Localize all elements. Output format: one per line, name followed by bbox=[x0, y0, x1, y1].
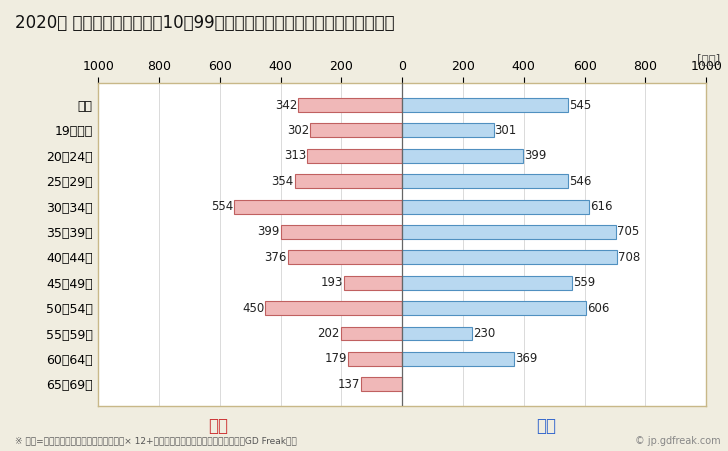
Bar bbox=[403, 225, 617, 239]
Text: 179: 179 bbox=[325, 352, 347, 365]
Bar bbox=[266, 301, 403, 315]
Text: 545: 545 bbox=[569, 99, 591, 111]
Text: 546: 546 bbox=[569, 175, 591, 188]
Bar bbox=[403, 149, 523, 163]
Text: ※ 年収=「きまって支給する現金給与額」× 12+「年間賞与その他特別給与額」としてGD Freak推計: ※ 年収=「きまって支給する現金給与額」× 12+「年間賞与その他特別給与額」と… bbox=[15, 437, 296, 446]
Text: 301: 301 bbox=[494, 124, 517, 137]
Text: 女性: 女性 bbox=[208, 417, 229, 435]
Text: 369: 369 bbox=[515, 352, 538, 365]
Text: 399: 399 bbox=[524, 149, 547, 162]
Text: 302: 302 bbox=[288, 124, 309, 137]
Text: 399: 399 bbox=[258, 226, 280, 239]
Text: [万円]: [万円] bbox=[697, 54, 721, 67]
Bar bbox=[403, 98, 568, 112]
Bar bbox=[403, 250, 617, 264]
Bar bbox=[403, 124, 494, 138]
Bar bbox=[341, 327, 403, 341]
Text: 313: 313 bbox=[284, 149, 306, 162]
Bar bbox=[307, 149, 403, 163]
Bar bbox=[403, 301, 587, 315]
Bar bbox=[234, 200, 403, 214]
Text: 342: 342 bbox=[275, 99, 297, 111]
Text: 606: 606 bbox=[587, 302, 609, 315]
Bar bbox=[403, 327, 472, 341]
Bar bbox=[360, 377, 403, 391]
Text: 376: 376 bbox=[265, 251, 287, 264]
Text: 230: 230 bbox=[473, 327, 495, 340]
Bar bbox=[281, 225, 403, 239]
Bar bbox=[403, 200, 590, 214]
Text: 2020年 民間企業（従業者数10〜99人）フルタイム労働者の男女別平均年収: 2020年 民間企業（従業者数10〜99人）フルタイム労働者の男女別平均年収 bbox=[15, 14, 394, 32]
Bar bbox=[298, 98, 403, 112]
Text: 559: 559 bbox=[573, 276, 596, 289]
Bar bbox=[348, 352, 403, 366]
Text: 193: 193 bbox=[320, 276, 343, 289]
Text: 705: 705 bbox=[617, 226, 640, 239]
Bar bbox=[310, 124, 403, 138]
Text: 554: 554 bbox=[210, 200, 233, 213]
Text: 男性: 男性 bbox=[536, 417, 556, 435]
Text: 708: 708 bbox=[618, 251, 641, 264]
Bar bbox=[288, 250, 403, 264]
Bar bbox=[344, 276, 403, 290]
Bar bbox=[403, 352, 515, 366]
Bar bbox=[295, 174, 403, 188]
Bar bbox=[403, 276, 572, 290]
Bar bbox=[403, 174, 568, 188]
Text: © jp.gdfreak.com: © jp.gdfreak.com bbox=[635, 436, 721, 446]
Text: 616: 616 bbox=[590, 200, 613, 213]
Text: 450: 450 bbox=[242, 302, 264, 315]
Text: 137: 137 bbox=[337, 378, 360, 391]
Text: 354: 354 bbox=[272, 175, 293, 188]
Text: 202: 202 bbox=[317, 327, 340, 340]
